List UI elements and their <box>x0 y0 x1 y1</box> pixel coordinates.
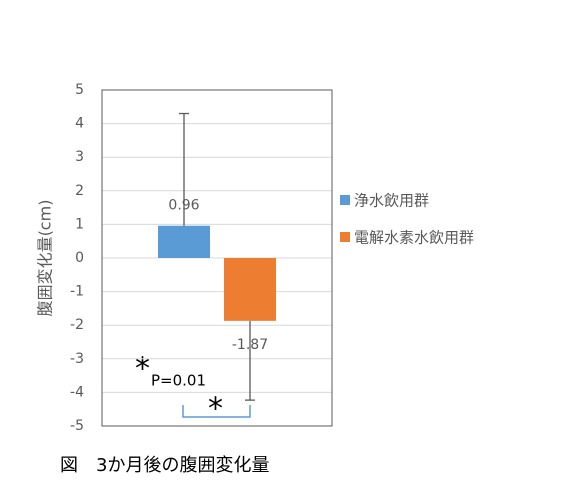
y-tick-label: -4 <box>70 384 84 400</box>
significance-bracket <box>182 405 251 418</box>
data-label: 0.96 <box>168 198 199 214</box>
legend-label: 電解水素水飲用群 <box>354 229 474 247</box>
legend-label: 浄水飲用群 <box>354 192 429 210</box>
caption: 図 3か月後の腹囲変化量 <box>60 455 269 476</box>
y-tick-label: 1 <box>75 216 84 232</box>
y-tick-label: -1 <box>70 284 84 300</box>
y-tick-label: 5 <box>75 82 84 98</box>
y-tick-label: -2 <box>70 317 84 333</box>
annotation: * <box>135 352 150 387</box>
bar <box>158 225 210 258</box>
annotation: * <box>208 392 223 427</box>
bar <box>224 258 276 321</box>
annotation: P=0.01 <box>151 372 206 390</box>
y-axis-label: 腹囲変化量(cm) <box>36 200 55 317</box>
plot-border <box>101 89 333 427</box>
y-tick-label: 3 <box>75 149 84 165</box>
y-tick-label: 4 <box>75 116 84 132</box>
y-tick-label: -3 <box>70 351 84 367</box>
y-tick-label: 0 <box>75 250 84 266</box>
data-label: -1.87 <box>232 337 268 353</box>
legend-swatch <box>340 195 350 205</box>
legend-swatch <box>340 232 350 242</box>
y-tick-label: -5 <box>70 418 84 434</box>
y-tick-label: 2 <box>75 183 84 199</box>
